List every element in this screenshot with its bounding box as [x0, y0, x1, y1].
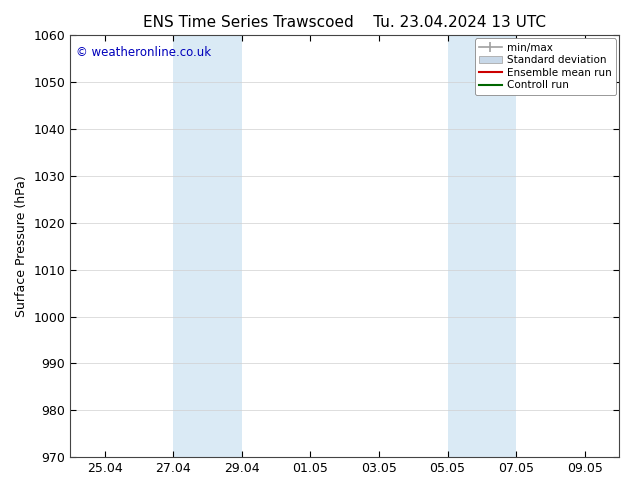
- Title: ENS Time Series Trawscoed    Tu. 23.04.2024 13 UTC: ENS Time Series Trawscoed Tu. 23.04.2024…: [143, 15, 546, 30]
- Legend: min/max, Standard deviation, Ensemble mean run, Controll run: min/max, Standard deviation, Ensemble me…: [475, 38, 616, 95]
- Y-axis label: Surface Pressure (hPa): Surface Pressure (hPa): [15, 175, 28, 317]
- Bar: [448, 35, 482, 457]
- Bar: [482, 35, 516, 457]
- Bar: [173, 35, 207, 457]
- Bar: [207, 35, 242, 457]
- Text: © weatheronline.co.uk: © weatheronline.co.uk: [76, 46, 211, 59]
